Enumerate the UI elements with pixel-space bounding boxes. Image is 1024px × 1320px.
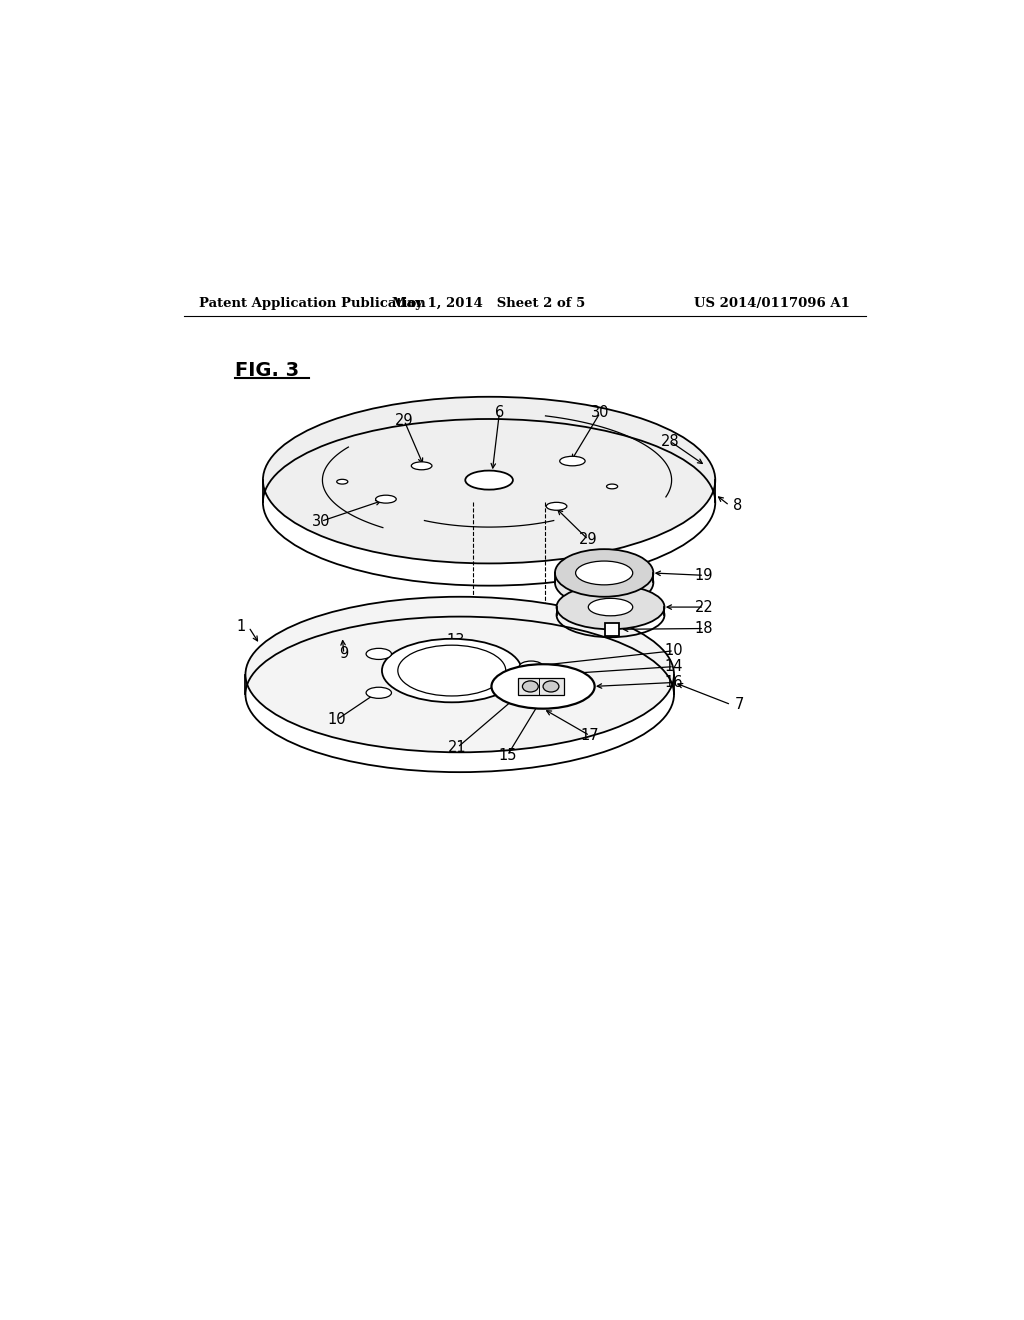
Text: 8: 8 xyxy=(733,498,742,513)
Ellipse shape xyxy=(367,688,391,698)
Text: 10: 10 xyxy=(328,713,346,727)
Ellipse shape xyxy=(465,471,513,490)
Text: 21: 21 xyxy=(449,741,467,755)
Ellipse shape xyxy=(382,639,521,702)
Text: 16: 16 xyxy=(665,675,683,690)
Bar xyxy=(605,623,620,636)
Text: 17: 17 xyxy=(581,729,599,743)
Ellipse shape xyxy=(575,561,633,585)
Text: Patent Application Publication: Patent Application Publication xyxy=(200,297,426,310)
Text: 30: 30 xyxy=(311,513,330,529)
Text: 10: 10 xyxy=(665,643,683,659)
Text: May 1, 2014   Sheet 2 of 5: May 1, 2014 Sheet 2 of 5 xyxy=(392,297,586,310)
Text: FIG. 3: FIG. 3 xyxy=(236,362,299,380)
Ellipse shape xyxy=(546,503,567,511)
Text: 18: 18 xyxy=(695,620,714,636)
Text: 19: 19 xyxy=(695,568,714,583)
Ellipse shape xyxy=(606,484,617,488)
Ellipse shape xyxy=(376,495,396,503)
Text: 28: 28 xyxy=(660,434,679,449)
Ellipse shape xyxy=(588,598,633,616)
Text: 9: 9 xyxy=(339,647,348,661)
Text: 15: 15 xyxy=(498,748,516,763)
Ellipse shape xyxy=(337,479,348,484)
Ellipse shape xyxy=(412,462,432,470)
Ellipse shape xyxy=(367,648,391,660)
Text: 29: 29 xyxy=(579,532,598,546)
Bar xyxy=(518,677,563,696)
Ellipse shape xyxy=(263,397,715,564)
Text: 1: 1 xyxy=(237,619,246,635)
Text: 22: 22 xyxy=(694,599,714,615)
Ellipse shape xyxy=(492,664,595,709)
Ellipse shape xyxy=(543,681,559,692)
Text: US 2014/0117096 A1: US 2014/0117096 A1 xyxy=(694,297,850,310)
Text: 7: 7 xyxy=(735,697,744,713)
Ellipse shape xyxy=(519,661,543,672)
Text: 13: 13 xyxy=(446,632,465,648)
Ellipse shape xyxy=(555,549,653,597)
Ellipse shape xyxy=(560,457,585,466)
Text: 14: 14 xyxy=(665,659,683,675)
Ellipse shape xyxy=(557,585,665,630)
Text: 6: 6 xyxy=(495,405,504,420)
Text: 29: 29 xyxy=(395,413,414,428)
Ellipse shape xyxy=(246,597,674,752)
Text: 30: 30 xyxy=(591,405,609,420)
Ellipse shape xyxy=(522,681,539,692)
Ellipse shape xyxy=(555,558,653,606)
